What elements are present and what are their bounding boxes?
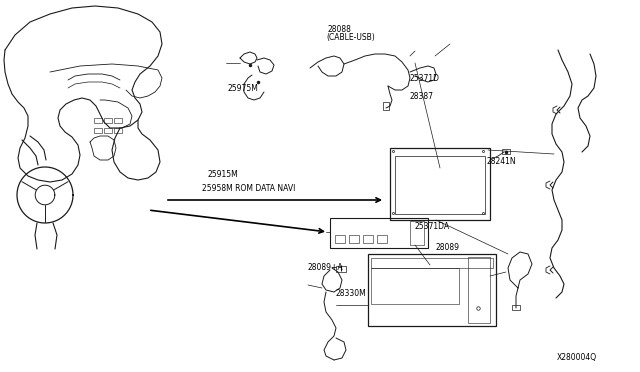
Bar	[336, 266, 346, 272]
Text: 25371D: 25371D	[410, 74, 440, 83]
Bar	[104, 128, 112, 133]
Bar	[383, 102, 389, 110]
Text: 28089: 28089	[435, 243, 460, 252]
Bar	[104, 118, 112, 123]
Text: 25371DA: 25371DA	[415, 222, 450, 231]
Text: 25975M: 25975M	[227, 84, 258, 93]
Text: 28089+A: 28089+A	[307, 263, 343, 272]
Bar	[335, 235, 345, 243]
Bar	[363, 235, 373, 243]
Text: X280004Q: X280004Q	[557, 353, 597, 362]
Bar	[94, 118, 102, 123]
Bar	[114, 118, 122, 123]
Bar	[114, 128, 122, 133]
Bar	[349, 235, 359, 243]
Bar	[395, 156, 485, 214]
Bar	[512, 305, 520, 310]
Text: 28330M: 28330M	[336, 289, 367, 298]
Bar	[468, 257, 490, 323]
Bar	[330, 218, 428, 248]
Bar	[368, 254, 496, 326]
Text: 28241N: 28241N	[486, 157, 516, 166]
Text: 28088: 28088	[328, 25, 351, 34]
Text: 25958M ROM DATA NAVI: 25958M ROM DATA NAVI	[202, 185, 295, 193]
Bar	[371, 268, 459, 304]
Bar	[377, 235, 387, 243]
Bar	[371, 258, 493, 268]
Bar	[410, 221, 424, 245]
Text: 28387: 28387	[410, 92, 434, 101]
Bar	[94, 128, 102, 133]
Bar	[390, 148, 490, 220]
Bar	[502, 149, 510, 154]
Text: 25915M: 25915M	[208, 170, 239, 179]
Text: (CABLE-USB): (CABLE-USB)	[326, 33, 375, 42]
